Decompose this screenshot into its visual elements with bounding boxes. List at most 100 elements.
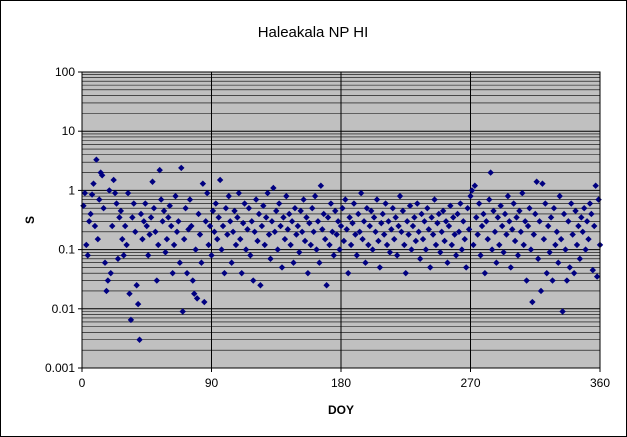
data-point	[120, 252, 127, 259]
data-point	[139, 235, 146, 243]
data-point	[288, 218, 296, 225]
data-point	[319, 226, 326, 233]
data-point	[529, 298, 536, 306]
data-point	[475, 200, 483, 207]
data-point	[202, 218, 209, 225]
data-point	[113, 200, 120, 207]
data-point	[284, 226, 291, 233]
data-point	[539, 180, 546, 187]
data-point	[123, 241, 130, 249]
data-point	[307, 241, 314, 249]
data-point	[568, 200, 575, 207]
data-point	[214, 235, 221, 243]
data-point	[333, 231, 340, 238]
data-point	[490, 207, 497, 215]
data-point	[435, 210, 443, 218]
data-point	[166, 202, 173, 209]
data-point	[208, 252, 215, 259]
data-point	[293, 231, 300, 238]
data-point	[416, 255, 424, 262]
data-point	[401, 241, 408, 249]
data-point	[150, 205, 158, 212]
data-point	[575, 222, 582, 230]
data-point	[146, 231, 153, 238]
data-point	[349, 219, 356, 227]
data-point	[376, 264, 384, 271]
data-point	[83, 241, 90, 249]
data-point	[133, 282, 140, 289]
data-point	[209, 207, 217, 215]
data-point	[111, 189, 119, 197]
data-point	[248, 218, 255, 225]
data-point	[268, 218, 276, 225]
data-point	[329, 228, 336, 235]
data-point	[565, 218, 572, 225]
data-point	[437, 249, 444, 256]
data-point	[552, 241, 559, 249]
data-point	[227, 218, 234, 225]
data-point	[192, 246, 199, 253]
data-point	[215, 214, 222, 221]
data-point	[310, 228, 317, 235]
data-point	[343, 226, 350, 233]
x-tick-label: 90	[205, 376, 219, 390]
data-point	[162, 249, 169, 256]
data-point	[550, 205, 558, 212]
data-point	[104, 277, 112, 284]
data-point	[277, 222, 284, 230]
data-point	[402, 269, 409, 277]
data-point	[432, 241, 440, 249]
data-point	[160, 207, 168, 215]
data-point	[483, 218, 490, 225]
data-point	[316, 259, 323, 266]
y-tick-label: 10	[62, 124, 76, 138]
data-point	[294, 222, 302, 230]
data-point	[357, 189, 365, 197]
data-point	[572, 207, 579, 215]
data-point	[540, 235, 548, 243]
data-point	[136, 336, 143, 343]
data-point	[296, 249, 303, 256]
data-point	[91, 222, 99, 230]
data-point	[342, 196, 349, 203]
data-point	[542, 200, 549, 207]
data-point	[265, 231, 273, 238]
data-point	[442, 218, 450, 225]
data-point	[450, 214, 457, 221]
data-point	[103, 287, 110, 295]
data-point	[198, 259, 205, 266]
data-point	[313, 246, 320, 253]
data-point	[303, 214, 310, 221]
data-point	[418, 210, 425, 218]
chart-title: Haleakala NP HI	[258, 24, 369, 41]
data-point	[487, 169, 494, 176]
data-point	[330, 252, 338, 259]
data-point	[392, 214, 399, 221]
data-point	[365, 241, 372, 249]
data-point	[309, 205, 316, 212]
data-point	[239, 219, 247, 227]
data-point	[245, 205, 253, 212]
data-point	[178, 164, 185, 172]
data-point	[549, 277, 556, 284]
data-point	[592, 182, 599, 189]
data-point	[126, 290, 133, 297]
data-point	[90, 180, 97, 187]
data-point	[172, 192, 179, 200]
data-point	[291, 205, 299, 212]
data-point	[235, 189, 243, 197]
data-point	[471, 182, 479, 189]
data-points	[80, 156, 604, 343]
data-point	[424, 205, 431, 212]
data-point	[273, 207, 280, 215]
data-point	[415, 228, 422, 235]
data-point	[427, 264, 434, 271]
data-point	[419, 235, 427, 243]
data-point	[480, 210, 487, 218]
data-point	[157, 196, 165, 203]
data-point	[271, 228, 279, 235]
data-point	[280, 214, 287, 221]
data-point	[218, 246, 225, 253]
data-point	[501, 210, 509, 218]
data-point	[583, 218, 591, 225]
